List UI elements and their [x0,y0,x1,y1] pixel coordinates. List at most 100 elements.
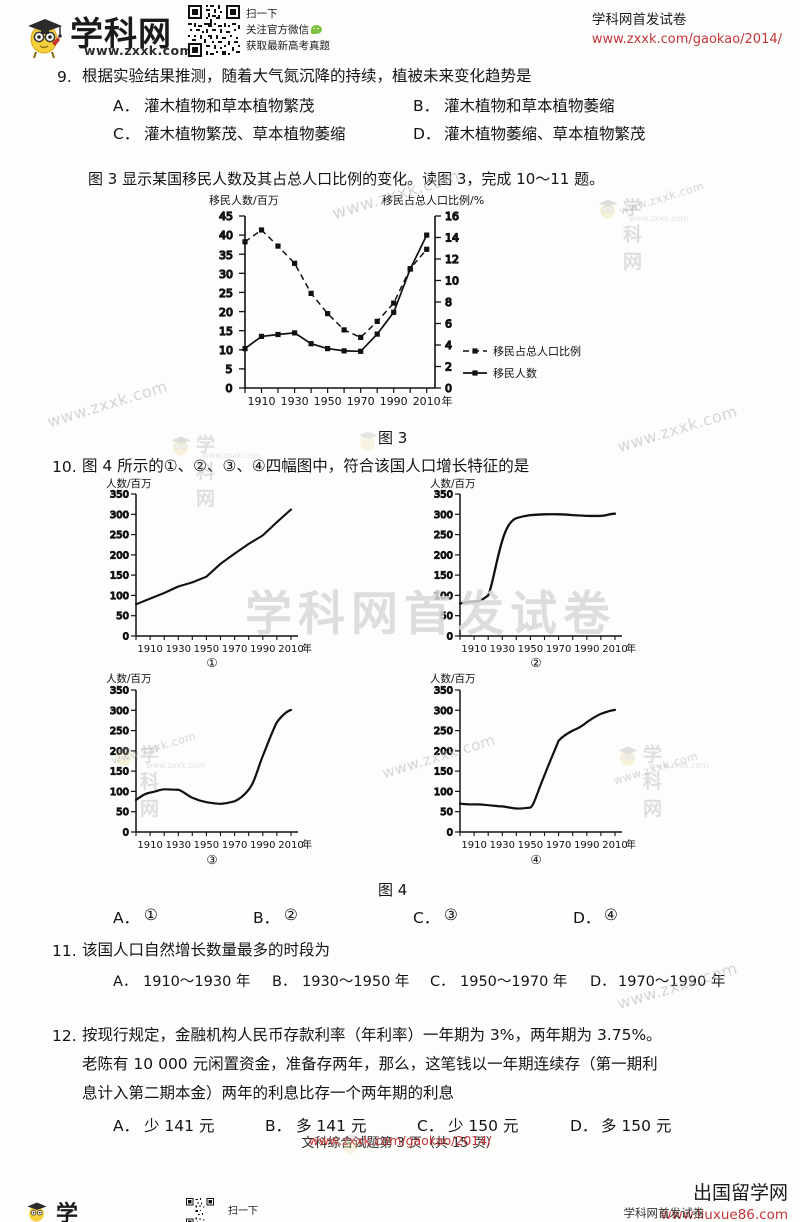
svg-text:1970: 1970 [546,644,571,655]
fig3-xtick-1930: 1930 [281,395,309,408]
watermark-logo-text: 学科网 [623,197,643,273]
svg-text:年: 年 [302,642,312,655]
fig3-series-count-markers [242,232,430,354]
q11-option-c-text: 1950～1970 年 [460,974,568,990]
mascot-graduate-icon [28,19,62,59]
svg-text:20: 20 [219,306,233,319]
svg-text:6: 6 [445,318,452,331]
svg-text:年: 年 [626,838,636,851]
svg-text:1950: 1950 [194,840,219,851]
svg-text:250: 250 [110,530,129,541]
figure-4-panel-2: 人数/百万 0 50 100 150 200 250 300 350 1910 1… [412,476,712,671]
svg-text:15: 15 [219,325,233,338]
svg-text:250: 250 [434,726,453,737]
fig3-series-ratio [244,229,428,339]
watermark-url: www.zxxk.com [45,376,170,432]
fig4-1-ylabel: 人数/百万 [106,477,152,490]
wechat-icon [311,25,322,34]
fig4-3-ylabel: 人数/百万 [106,672,152,685]
fig4-2-caption: ② [530,655,541,670]
header-site-url[interactable]: www.zxxk.com/gaokao/2014/ [591,32,782,47]
qr-line-3: 获取最新高考真题 [246,40,330,52]
svg-text:1930: 1930 [490,840,515,851]
qr-instructions: 扫一下 关注官方微信 获取最新高考真题 [246,6,330,54]
svg-text:30: 30 [219,268,233,281]
qr-code-icon [188,5,240,57]
svg-text:1990: 1990 [250,840,275,851]
q9-option-b-key: B． [413,97,440,115]
fig3-series-count [244,234,428,353]
svg-text:1950: 1950 [518,644,543,655]
fig4-3-series [134,708,293,805]
svg-text:200: 200 [110,746,129,757]
fig4-4-series [458,708,617,810]
q12-option-a-text: 少 141 元 [144,1117,215,1135]
footer-page-indicator: 文科综合试题第 3 页（共 15 页） [301,1136,499,1151]
bottom-zxxk-title: 学科网首发试卷 [623,1206,705,1220]
svg-text:50: 50 [440,611,453,622]
figure-3-caption: 图 3 [378,429,408,447]
figure-4-chart-1: 人数/百万 0 50 100 150 200 250 300 350 1910 1… [106,477,312,670]
fig3-legend-label-ratio: 移民占总人口比例 [493,344,581,358]
svg-text:1910: 1910 [461,840,486,851]
svg-text:150: 150 [110,767,129,778]
svg-text:年: 年 [302,838,312,851]
svg-text:300: 300 [110,706,129,717]
q11-option-a-key: A． [113,974,138,990]
svg-text:0: 0 [123,828,129,839]
q9-option-c-text: 灌木植物繁茂、草本植物萎缩 [144,125,346,143]
q12-option-c-text: 少 150 元 [448,1117,519,1135]
watermark-url: www.zxxk.com [618,179,706,218]
fig3-legend: 移民占总人口比例 移民人数 [463,344,581,380]
svg-text:16: 16 [445,210,459,223]
fig3-xtick-1990: 1990 [380,395,408,408]
svg-text:2010: 2010 [278,840,303,851]
question-10-number: 10. [52,458,77,476]
bottom-zxxk-logo: 学科网 [22,1198,78,1222]
svg-text:200: 200 [434,550,453,561]
svg-text:250: 250 [110,726,129,737]
bottom-mascot-icon [27,1202,47,1222]
svg-text:300: 300 [110,510,129,521]
svg-text:2010: 2010 [602,644,627,655]
svg-text:45: 45 [219,210,233,223]
fig3-xtick-1970: 1970 [347,395,375,408]
svg-text:300: 300 [434,706,453,717]
svg-text:0: 0 [123,632,129,643]
svg-text:300: 300 [434,510,453,521]
q10-option-c-text: ③ [444,906,458,924]
svg-text:1930: 1930 [166,644,191,655]
svg-text:0: 0 [445,382,452,395]
bottom-logo-text: 学科网 [56,1202,79,1222]
page-footer: 文科综合试题第 3 页（共 15 页） www.zxxk.com/gaokao/… [0,1132,800,1151]
svg-text:0: 0 [226,382,233,395]
footer-url[interactable]: www.zxxk.com/gaokao/2014/ [308,1133,492,1148]
svg-text:2: 2 [445,361,452,374]
figure-3-chart: 移民人数/百万 移民占总人口比例/% 0 5 10 15 20 25 30 35… [209,193,581,408]
fig4-2-series [458,512,617,605]
qr-line-1: 扫一下 [246,8,278,20]
svg-text:100: 100 [110,591,129,602]
svg-text:4: 4 [445,339,452,352]
svg-text:1950: 1950 [194,644,219,655]
svg-text:350: 350 [434,686,453,697]
svg-text:0: 0 [447,632,453,643]
figure-4-caption: 图 4 [378,881,408,899]
q9-option-b-text: 灌木植物和草本植物萎缩 [444,97,615,115]
question-9-text: 根据实验结果推测，随着大气氮沉降的持续，植被未来变化趋势是 [82,67,532,85]
question-12-number: 12. [52,1027,77,1045]
q12-option-a-key: A． [113,1117,140,1135]
bottom-qr-line-1: 扫一下 [228,1206,258,1217]
liuxue-brand-name: 出国留学网 [692,1182,788,1204]
qr-line-2: 关注官方微信 [246,24,309,36]
q12-option-d-text: 多 150 元 [601,1117,672,1135]
svg-text:1910: 1910 [137,644,162,655]
q9-option-a-text: 灌木植物和草本植物繁茂 [144,97,315,115]
figure-4-chart-2: 人数/百万 0 50 100 150 200 250 300 350 1910 1… [430,477,636,670]
svg-text:2010: 2010 [278,644,303,655]
svg-text:100: 100 [434,591,453,602]
fig4-1-caption: ① [206,655,217,670]
fig3-xtick-1910: 1910 [248,395,276,408]
liuxue-brand-url[interactable]: www.liuxue86.com [660,1207,788,1222]
svg-text:250: 250 [434,530,453,541]
